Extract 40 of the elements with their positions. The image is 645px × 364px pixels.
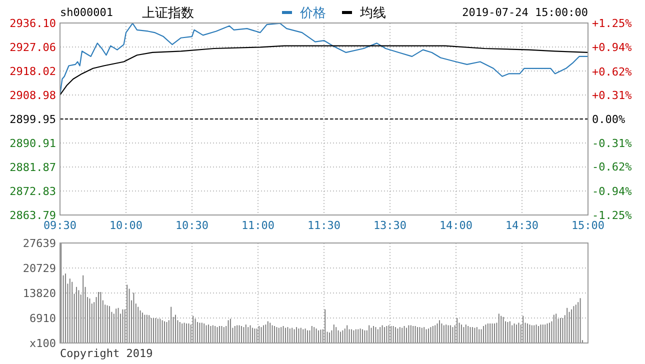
y2-tick-label: -0.94% bbox=[592, 185, 632, 198]
y-tick-label: 2936.10 bbox=[10, 17, 56, 30]
y-tick-label: 2863.79 bbox=[10, 209, 56, 222]
y2-tick-label: -1.25% bbox=[592, 209, 632, 222]
y2-tick-label: +0.62% bbox=[592, 65, 632, 78]
chart-title: 上证指数 bbox=[142, 6, 194, 21]
y-tick-label: 2899.95 bbox=[10, 112, 56, 126]
line-series bbox=[59, 22, 589, 96]
x-tick-label: 11:00 bbox=[241, 219, 275, 232]
line-series bbox=[59, 45, 589, 96]
y2-tick-label: -0.31% bbox=[592, 136, 632, 150]
y-tick-label: 20729 bbox=[22, 262, 56, 275]
y-tick-label: 2927.06 bbox=[10, 41, 56, 54]
y-tick-label: 6910 bbox=[30, 312, 56, 325]
text: 2019-07-24 15:00:00 bbox=[462, 6, 588, 19]
y-tick-label: 27639 bbox=[22, 237, 56, 250]
legend-label: 价格 bbox=[299, 6, 326, 21]
x-tick-label: 10:30 bbox=[175, 219, 209, 232]
y-tick-label: 2890.91 bbox=[10, 136, 56, 150]
y2-tick-label: +1.25% bbox=[592, 17, 632, 30]
y2-tick-label: +0.31% bbox=[592, 89, 632, 102]
y2-tick-label: -0.62% bbox=[592, 160, 632, 174]
y-tick-label: 13820 bbox=[22, 287, 56, 300]
x-tick-label: 14:30 bbox=[505, 219, 539, 232]
x-tick-label: 11:30 bbox=[307, 219, 341, 232]
legend-label: 均线 bbox=[359, 6, 386, 21]
x-tick-label: 13:30 bbox=[373, 219, 407, 232]
x-tick-label: 09:30 bbox=[43, 219, 77, 232]
y-tick-label: 2881.87 bbox=[10, 160, 56, 174]
y-tick-label: 2908.98 bbox=[10, 89, 56, 102]
y-tick-label: 2918.02 bbox=[10, 65, 56, 78]
x-tick-label: 15:00 bbox=[571, 219, 605, 232]
y-tick-label: x100 bbox=[30, 337, 56, 350]
x-tick-label: 14:00 bbox=[439, 219, 473, 232]
text: Copyright 2019 bbox=[60, 347, 153, 360]
y2-tick-label: 0.00% bbox=[592, 113, 626, 126]
y2-tick-label: +0.94% bbox=[592, 40, 632, 54]
chart-subtitle: sh000001 bbox=[60, 6, 113, 19]
x-tick-label: 10:00 bbox=[109, 219, 143, 232]
y-tick-label: 2872.83 bbox=[10, 184, 56, 198]
